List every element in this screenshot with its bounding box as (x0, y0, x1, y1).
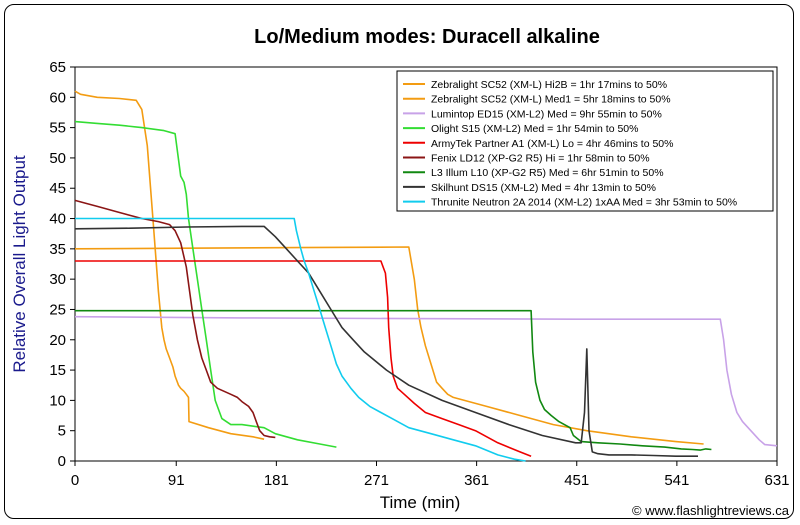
x-tick-label: 181 (264, 472, 289, 489)
y-tick-label: 25 (49, 301, 66, 318)
legend-box (396, 70, 774, 212)
series-line-9 (75, 217, 526, 462)
x-tick-label: 451 (564, 472, 589, 489)
y-tick-label: 35 (49, 241, 66, 258)
x-tick-label: 0 (71, 472, 79, 489)
y-tick-label: 65 (49, 59, 66, 76)
y-tick-label: 60 (49, 89, 66, 106)
legend-entry: Zebralight SC52 (XM-L) Hi2B = 1hr 17mins… (431, 79, 667, 91)
y-axis-label: Relative Overall Light Output (10, 155, 29, 373)
x-tick-label: 271 (364, 472, 389, 489)
series-line-7 (75, 309, 712, 451)
y-tick-label: 20 (49, 332, 66, 349)
legend: Zebralight SC52 (XM-L) Hi2B = 1hr 17mins… (396, 70, 774, 212)
chart-frame: Lo/Medium modes: Duracell alkaline 0 5 10 1… (4, 4, 794, 519)
series-line-2 (74, 246, 704, 445)
legend-entry: Olight S15 (XM-L2) Med = 1hr 54min to 50… (431, 123, 638, 135)
y-tick-label: 55 (49, 120, 66, 137)
x-tick-label: 361 (464, 472, 489, 489)
y-tick-label: 40 (49, 211, 66, 228)
legend-entry: ArmyTek Partner A1 (XM-L) Lo = 4hr 46min… (431, 138, 673, 150)
y-tick-label: 15 (49, 362, 66, 379)
series-line-8 (74, 225, 698, 458)
y-tick-label: 45 (49, 180, 66, 197)
series-line-1 (74, 90, 265, 440)
x-axis-label: Time (min) (380, 493, 461, 512)
x-ticks: 0 91 181 271 361 451 541 631 (71, 461, 790, 489)
plot-border (74, 66, 778, 462)
series-line-3 (74, 315, 778, 447)
y-ticks: 0 5 10 15 20 25 30 35 40 45 50 55 60 65 (49, 59, 75, 470)
y-tick-label: 30 (49, 271, 66, 288)
y-tick-label: 10 (49, 392, 66, 409)
chart: Lo/Medium modes: Duracell alkaline 0 5 10 1… (10, 26, 790, 518)
series-line-5 (75, 260, 532, 457)
legend-entry: L3 Illum L10 (XP-G2 R5) Med = 6hr 51min … (431, 167, 664, 179)
legend-entry: Fenix LD12 (XP-G2 R5) Hi = 1hr 58min to … (431, 153, 650, 165)
copyright-notice: © www.flashlightreviews.ca (632, 503, 790, 518)
y-tick-label: 5 (58, 423, 66, 440)
chart-title: Lo/Medium modes: Duracell alkaline (254, 26, 600, 48)
plot-area (74, 66, 778, 462)
series-layer (74, 90, 778, 462)
legend-entry: Thrunite Neutron 2A 2014 (XM-L2) 1xAA Me… (431, 197, 737, 209)
series-line-4 (74, 120, 337, 448)
series-line-6 (74, 199, 276, 439)
y-tick-label: 0 (58, 453, 66, 470)
x-tick-label: 541 (664, 472, 689, 489)
x-tick-label: 631 (764, 472, 789, 489)
legend-entry: Skilhunt DS15 (XM-L2) Med = 4hr 13min to… (431, 182, 656, 194)
legend-entry: Lumintop ED15 (XM-L2) Med = 9hr 55min to… (431, 108, 662, 120)
legend-entry: Zebralight SC52 (XM-L) Med1 = 5hr 18mins… (431, 94, 671, 106)
x-tick-label: 91 (168, 472, 185, 489)
y-tick-label: 50 (49, 150, 66, 167)
